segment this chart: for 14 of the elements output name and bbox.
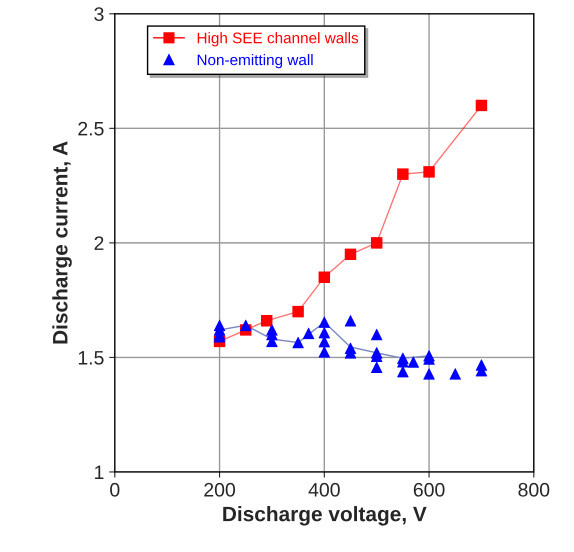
x-tick-label: 800 (518, 482, 550, 497)
x-tick-label: 200 (204, 482, 236, 497)
x-tick-label: 400 (308, 482, 340, 497)
x-tick-label: 0 (110, 482, 120, 497)
y-tick-label: 1.5 (78, 351, 104, 365)
y-tick-label: 2 (94, 236, 104, 250)
legend-label: High SEE channel walls (198, 32, 358, 46)
legend-label: Non-emitting wall (198, 54, 313, 68)
y-tick-label: 1 (95, 466, 104, 480)
y-tick-label: 3 (94, 7, 104, 22)
x-axis-title: Discharge voltage, V (223, 506, 427, 526)
y-axis-title: Discharge current, A (52, 141, 72, 344)
y-tick-label: 2.5 (78, 122, 104, 136)
x-tick-label: 600 (414, 482, 445, 497)
